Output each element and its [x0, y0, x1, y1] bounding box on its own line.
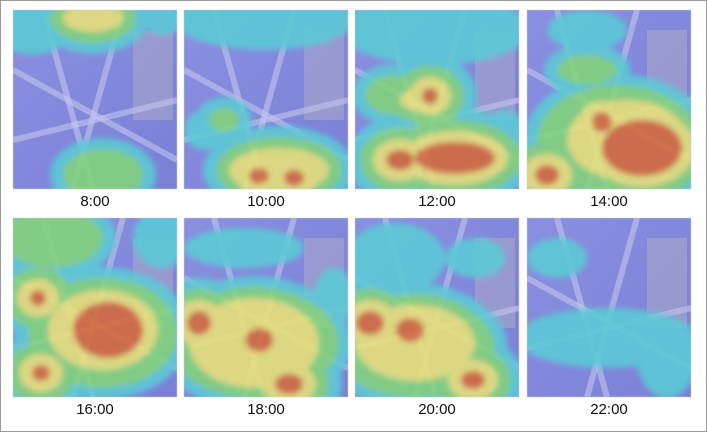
panel-content	[355, 218, 519, 397]
heat-zone	[602, 120, 682, 176]
heatmap-panel	[526, 9, 692, 190]
heat-zone	[396, 318, 424, 342]
panel-border	[12, 9, 178, 190]
heat-layer	[355, 223, 519, 397]
panel-content	[184, 10, 348, 189]
heat-zone	[557, 55, 617, 85]
heat-layer	[527, 238, 691, 397]
heat-zone	[284, 170, 304, 186]
heat-zone	[63, 10, 123, 32]
panel-border	[354, 217, 520, 398]
panel-content	[13, 10, 177, 189]
heatmap-panel	[354, 217, 520, 398]
heatmap-panel	[354, 9, 520, 190]
heat-zone	[355, 223, 445, 293]
heatmap-panel	[12, 217, 178, 398]
panel-label: 18:00	[247, 401, 285, 418]
heat-zone	[535, 165, 559, 185]
panel-label: 12:00	[418, 193, 456, 210]
heat-zone	[386, 150, 414, 170]
heat-zone	[133, 218, 177, 268]
panel-border	[526, 9, 692, 190]
panel-content	[527, 218, 691, 397]
panel-border	[526, 217, 692, 398]
heat-zone	[187, 311, 211, 335]
heat-zone	[592, 112, 612, 132]
heatmap-panel	[183, 217, 349, 398]
heat-zone	[461, 371, 485, 389]
heat-layer	[13, 10, 177, 189]
panel-label: 22:00	[590, 401, 628, 418]
heat-zone	[209, 108, 239, 132]
heat-zone	[63, 149, 143, 189]
panel-content	[13, 218, 177, 397]
heat-zone	[73, 302, 143, 358]
heat-zone	[445, 238, 505, 278]
heat-zone	[32, 365, 50, 381]
heat-zone	[143, 10, 177, 35]
heat-zone	[30, 290, 46, 306]
heat-zone	[184, 228, 304, 268]
panel-border	[354, 9, 520, 190]
heat-layer	[13, 218, 177, 397]
panel-label: 20:00	[418, 401, 456, 418]
heat-zone	[245, 328, 273, 352]
panel-border	[12, 217, 178, 398]
panel-content	[527, 10, 691, 189]
panel-label: 10:00	[247, 193, 285, 210]
heatmap-panel	[12, 9, 178, 190]
panel-content	[355, 10, 519, 189]
panel-label: 14:00	[590, 193, 628, 210]
heat-zone	[184, 10, 348, 50]
panel-border	[183, 9, 349, 190]
road	[13, 97, 177, 143]
heatmap-panel	[526, 217, 692, 398]
heat-layer	[355, 10, 519, 189]
heat-zone	[527, 238, 587, 278]
panel-label: 8:00	[80, 193, 109, 210]
heat-zone	[13, 218, 103, 268]
panel-content	[184, 218, 348, 397]
panel-label: 16:00	[76, 401, 114, 418]
heat-layer	[184, 228, 348, 397]
heat-layer	[184, 10, 348, 189]
heat-zone	[355, 10, 519, 65]
heat-zone	[422, 88, 438, 104]
heat-zone	[275, 374, 303, 394]
heat-zone	[637, 318, 691, 397]
heat-zone	[249, 168, 269, 184]
panel-border	[183, 217, 349, 398]
heat-zone	[415, 142, 495, 174]
heatmap-panel	[183, 9, 349, 190]
heat-zone	[547, 10, 627, 50]
heat-layer	[527, 10, 691, 189]
heat-zone	[356, 311, 384, 335]
